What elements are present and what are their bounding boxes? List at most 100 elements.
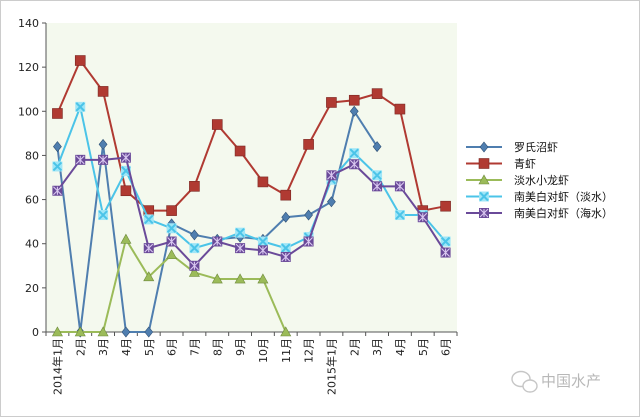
x-tick-label: 7月 — [188, 338, 201, 356]
data-point — [52, 161, 63, 172]
data-point — [257, 245, 268, 256]
plot-area — [46, 23, 457, 332]
data-point — [303, 236, 314, 247]
y-tick-label: 140 — [18, 17, 39, 30]
data-point — [372, 170, 383, 181]
data-point — [326, 170, 337, 181]
x-tick-label: 5月 — [143, 338, 156, 356]
data-point — [304, 209, 313, 221]
data-point — [280, 251, 291, 262]
data-point — [51, 326, 63, 337]
series-3 — [51, 233, 292, 337]
data-point — [120, 185, 132, 197]
y-tick-label: 0 — [32, 326, 39, 339]
data-point — [98, 210, 109, 221]
data-point — [52, 108, 63, 119]
data-point — [120, 233, 132, 244]
data-point — [372, 141, 382, 153]
data-point — [212, 236, 223, 247]
data-point — [349, 105, 359, 117]
data-point — [121, 326, 131, 338]
data-point — [235, 243, 246, 254]
x-tick-label: 2月 — [348, 338, 361, 356]
data-point — [349, 148, 360, 159]
data-point — [189, 243, 200, 254]
data-point — [440, 200, 451, 212]
data-point — [189, 260, 200, 271]
data-point — [348, 94, 360, 106]
x-tick-label: 4月 — [120, 338, 133, 356]
legend-item: 青虾 — [466, 158, 536, 171]
data-point — [280, 189, 292, 201]
x-tick-label: 5月 — [417, 338, 430, 356]
legend-item: 罗氏沼虾 — [466, 140, 558, 154]
data-point — [143, 243, 154, 254]
data-point — [234, 273, 246, 284]
legend-label: 罗氏沼虾 — [514, 140, 558, 154]
data-point — [327, 196, 336, 208]
x-tick-label: 2月 — [74, 338, 87, 356]
x-tick-label: 12月 — [303, 338, 316, 363]
data-point — [188, 266, 200, 277]
legend-label: 南美白对虾（海水） — [514, 206, 613, 220]
x-tick-label: 2014年1月 — [50, 338, 64, 395]
data-point — [143, 214, 154, 225]
legend-item: 南美白对虾（海水） — [466, 206, 613, 220]
y-tick-label: 120 — [18, 61, 39, 74]
data-point — [235, 227, 246, 238]
data-point — [75, 101, 86, 112]
x-tick-label: 11月 — [280, 338, 293, 363]
data-point — [257, 176, 269, 188]
watermark-text: 中国水产 — [541, 372, 601, 390]
data-point — [394, 181, 405, 192]
data-point — [326, 97, 337, 108]
data-point — [394, 210, 405, 221]
data-point — [166, 223, 177, 234]
y-axis: 0 20 40 60 80 100 120 140 — [18, 17, 47, 339]
data-point — [97, 86, 109, 97]
data-point — [280, 243, 291, 254]
watermark: 中国水产 — [511, 370, 601, 393]
x-tick-label: 6月 — [440, 338, 453, 356]
data-point — [440, 247, 451, 258]
data-point — [120, 152, 131, 163]
x-tick-label: 3月 — [371, 338, 384, 356]
data-point — [166, 236, 177, 247]
x-tick-label: 4月 — [394, 338, 407, 356]
data-point — [281, 211, 291, 223]
y-tick-label: 60 — [25, 194, 39, 207]
x-tick-label: 6月 — [166, 338, 179, 356]
legend-label: 南美白对虾（淡水） — [514, 190, 613, 204]
data-point — [166, 249, 178, 260]
x-tick-label: 9月 — [234, 338, 247, 356]
data-point — [53, 141, 62, 153]
x-tick-label: 2015年1月 — [324, 338, 338, 395]
data-point — [479, 141, 489, 153]
x-axis: 2014年1月 2月 3月 4月 5月 6月 7月 8月 9月 10月 11月 12月 2015年1月 2… — [45, 331, 458, 395]
data-point — [417, 212, 428, 223]
y-tick-label: 100 — [18, 105, 39, 118]
data-point — [349, 159, 360, 170]
data-point — [394, 103, 406, 115]
legend-item: 南美白对虾（淡水） — [466, 190, 613, 204]
wechat-icon — [511, 370, 538, 393]
data-point — [52, 185, 63, 196]
data-point — [97, 326, 109, 337]
y-tick-label: 40 — [25, 238, 39, 251]
y-tick-label: 80 — [25, 149, 39, 162]
data-point — [440, 236, 451, 247]
data-point — [478, 158, 490, 169]
data-point — [479, 191, 489, 202]
data-point — [211, 273, 223, 284]
x-tick-label: 10月 — [257, 338, 270, 363]
data-point — [479, 208, 489, 218]
data-point — [372, 181, 383, 192]
series-5 — [52, 152, 451, 271]
legend-item: 淡水小龙虾 — [466, 174, 569, 187]
data-point — [190, 229, 199, 241]
x-tick-label: 3月 — [97, 338, 110, 356]
data-point — [234, 145, 246, 157]
